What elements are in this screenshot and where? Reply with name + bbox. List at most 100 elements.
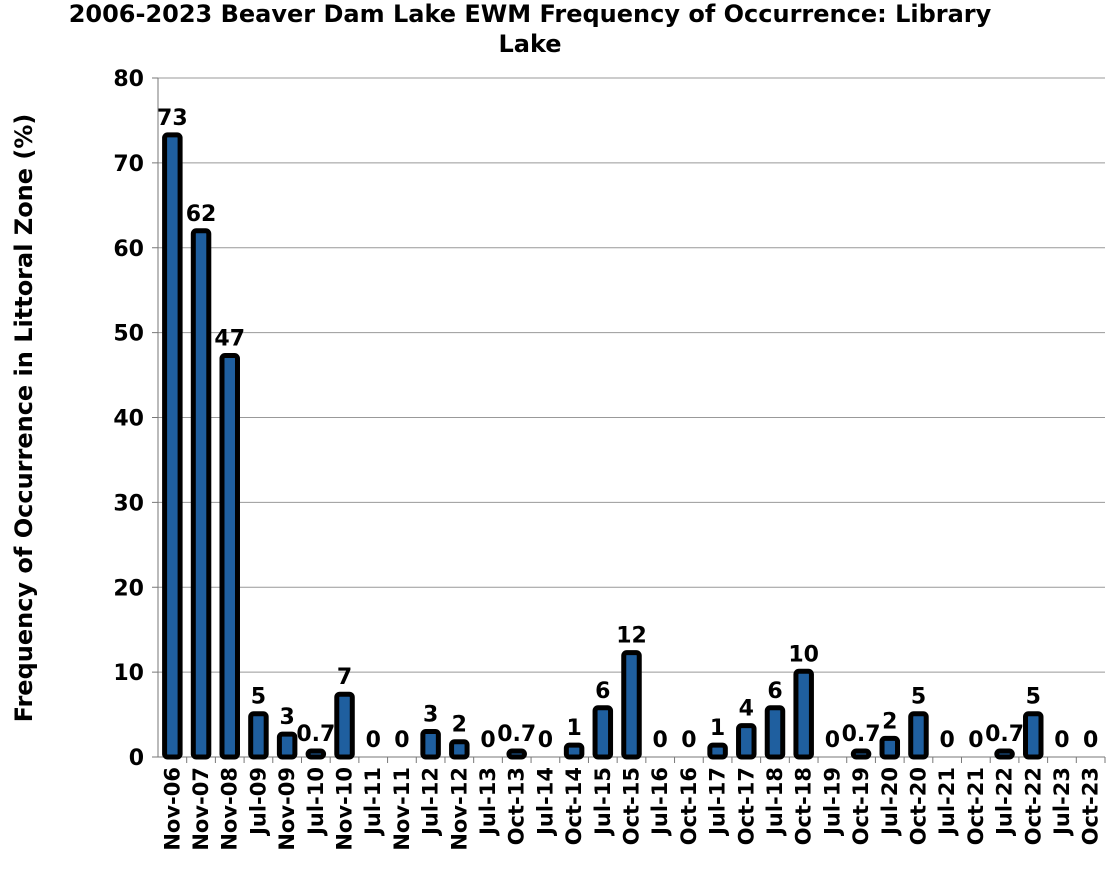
data-label: 5 [1026,685,1041,710]
bar [334,691,355,760]
data-label: 6 [595,679,610,704]
data-label: 0 [538,728,553,753]
bar [219,353,240,760]
data-label: 12 [616,624,647,649]
x-tick-label: Oct-15 [620,767,644,845]
x-tick-label: Jul-20 [878,767,902,837]
x-tick-label: Oct-21 [964,767,988,845]
data-label: 0 [1054,728,1069,753]
bar [908,711,929,760]
data-label: 3 [423,703,438,728]
data-label: 6 [767,679,782,704]
x-tick-label: Jul-09 [246,767,270,837]
bar [793,668,814,760]
data-label: 4 [739,697,754,722]
x-tick-label: Oct-19 [849,767,873,845]
chart-title: 2006-2023 Beaver Dam Lake EWM Frequency … [69,0,992,58]
x-tick-label: Nov-10 [333,767,357,851]
bar [563,742,585,760]
y-axis-label: Frequency of Occurrence in Littoral Zone… [10,114,38,723]
data-label: 62 [186,202,217,227]
x-tick-label: Jul-17 [706,767,730,837]
bar [190,228,212,760]
data-label: 0 [480,728,495,753]
y-tick-label: 50 [113,322,144,347]
bar [276,731,298,760]
data-label: 0 [394,728,409,753]
x-tick-label: Oct-16 [677,767,701,845]
x-tick-label: Jul-22 [993,767,1017,837]
data-label: 1 [566,716,581,741]
data-label: 0 [1083,728,1098,753]
bar [994,748,1015,760]
x-tick-label: Nov-11 [390,767,414,851]
bar [449,739,470,760]
data-label: 0 [940,728,955,753]
data-label: 47 [214,327,245,352]
bar [162,132,183,760]
title-line: Lake [498,30,561,58]
data-label: 3 [279,705,294,730]
x-tick-label: Oct-14 [562,767,586,845]
x-tick-label: Jul-14 [533,767,557,837]
data-label: 0 [968,728,983,753]
data-label: 0 [681,728,696,753]
data-label: 10 [788,642,819,667]
y-tick-label: 40 [113,407,144,432]
x-tick-label: Jul-19 [820,767,844,837]
y-tick-label: 60 [113,237,144,262]
x-tick-label: Nov-12 [447,767,471,851]
bar [879,735,901,760]
data-label: 0.7 [842,722,881,747]
x-tick-label: Jul-10 [304,767,328,837]
bar [420,729,441,760]
x-tick-label: Jul-18 [763,767,787,837]
data-label: 7 [337,665,352,690]
x-tick-label: Nov-08 [218,767,242,851]
data-label: 0.7 [497,722,536,747]
y-tick-label: 70 [113,152,144,177]
data-label: 0.7 [985,722,1024,747]
title-line: 2006-2023 Beaver Dam Lake EWM Frequency … [69,0,992,28]
x-tick-label: Oct-13 [505,767,529,845]
data-label: 0 [653,728,668,753]
bar [305,748,327,760]
bar [764,705,786,760]
y-tick-label: 30 [113,491,144,516]
x-tick-label: Jul-15 [591,767,615,837]
data-label: 1 [710,716,725,741]
x-tick-label: Nov-07 [189,767,213,851]
data-label: 2 [882,709,897,734]
data-label: 2 [452,713,467,738]
bar [736,723,757,760]
data-label: 5 [251,685,266,710]
y-tick-label: 10 [113,661,144,686]
x-tick-label: Oct-20 [906,767,930,845]
x-tick-label: Jul-16 [648,767,672,837]
x-tick-label: Jul-11 [361,767,385,837]
y-tick-label: 0 [129,746,144,771]
data-label: 0 [366,728,381,753]
bar [621,650,642,760]
bar [1023,711,1044,760]
data-label: 5 [911,685,926,710]
x-tick-label: Nov-09 [275,767,299,851]
x-tick-label: Jul-21 [935,767,959,837]
bar [248,711,269,760]
y-tick-label: 80 [113,67,144,92]
x-tick-label: Oct-22 [1021,767,1045,845]
y-tick-label: 20 [113,576,144,601]
x-tick-label: Oct-17 [734,767,758,845]
bar [592,705,614,760]
x-tick-label: Jul-23 [1050,767,1074,837]
x-tick-label: Oct-18 [792,767,816,845]
bar [707,742,728,760]
data-label: 73 [157,106,188,131]
x-tick-label: Oct-23 [1079,767,1103,845]
bar [506,748,527,760]
x-tick-label: Jul-13 [476,767,500,837]
bar [850,748,872,760]
data-label: 0 [825,728,840,753]
